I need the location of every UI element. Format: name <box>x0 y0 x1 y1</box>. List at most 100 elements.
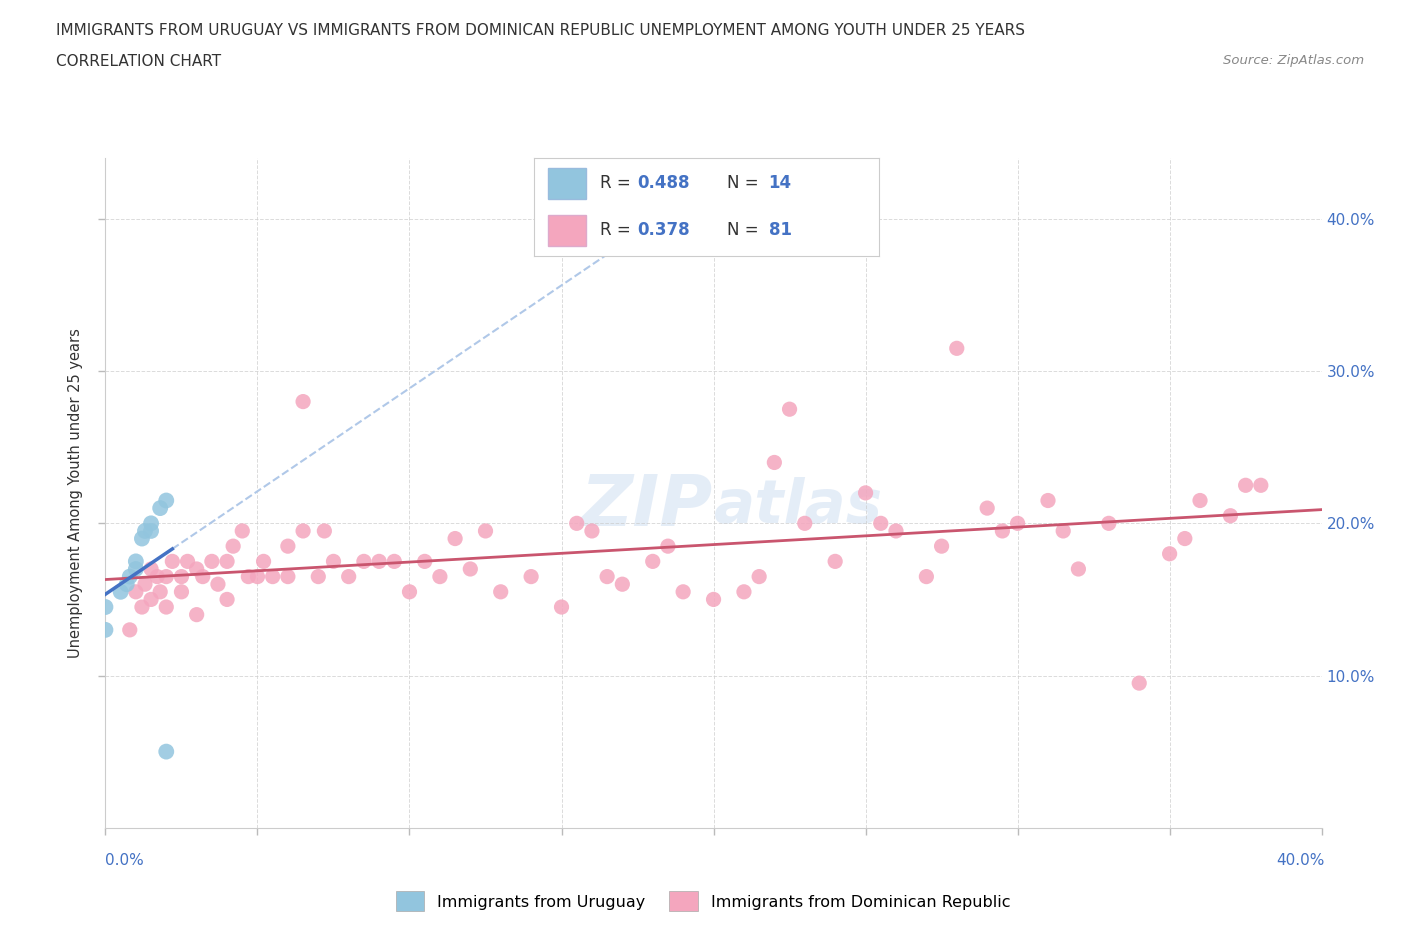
FancyBboxPatch shape <box>548 168 586 199</box>
Point <box>139 592 162 607</box>
Point <box>884 524 907 538</box>
Point <box>222 538 245 553</box>
Point <box>186 562 208 577</box>
Point <box>94 600 117 615</box>
Point <box>110 584 132 599</box>
Point <box>170 584 193 599</box>
Point <box>314 524 336 538</box>
Point <box>131 600 153 615</box>
Point <box>869 516 891 531</box>
Point <box>134 577 156 591</box>
Point <box>125 584 148 599</box>
Point <box>125 562 148 577</box>
Point <box>612 577 634 591</box>
Point <box>444 531 467 546</box>
Point <box>207 577 229 591</box>
Point <box>1067 562 1090 577</box>
Point <box>672 584 695 599</box>
Point <box>322 554 344 569</box>
Point <box>945 341 967 356</box>
FancyBboxPatch shape <box>548 215 586 246</box>
Point <box>252 554 274 569</box>
Point <box>155 744 177 759</box>
Point <box>292 524 315 538</box>
Point <box>146 569 169 584</box>
Text: 0.378: 0.378 <box>638 221 690 239</box>
Point <box>139 524 162 538</box>
Point <box>474 524 496 538</box>
Point <box>429 569 451 584</box>
Text: R =: R = <box>600 175 636 193</box>
Point <box>1188 493 1211 508</box>
Point <box>702 592 725 607</box>
Point <box>307 569 329 584</box>
Point <box>134 524 156 538</box>
Point <box>1219 509 1241 524</box>
Point <box>170 569 193 584</box>
Legend: Immigrants from Uruguay, Immigrants from Dominican Republic: Immigrants from Uruguay, Immigrants from… <box>389 885 1017 917</box>
Point <box>155 600 177 615</box>
Point <box>976 500 998 515</box>
Point <box>201 554 224 569</box>
Y-axis label: Unemployment Among Youth under 25 years: Unemployment Among Youth under 25 years <box>67 328 83 658</box>
Text: 14: 14 <box>769 175 792 193</box>
Point <box>118 622 141 637</box>
Point <box>489 584 512 599</box>
Point <box>657 538 679 553</box>
Point <box>353 554 375 569</box>
Point <box>520 569 543 584</box>
Point <box>162 554 184 569</box>
Point <box>246 569 269 584</box>
Point <box>155 569 177 584</box>
Point <box>149 584 172 599</box>
Point <box>1007 516 1029 531</box>
Point <box>596 569 619 584</box>
Text: 0.488: 0.488 <box>638 175 690 193</box>
Point <box>413 554 436 569</box>
Point <box>1174 531 1197 546</box>
Point <box>155 493 177 508</box>
Point <box>262 569 284 584</box>
Text: N =: N = <box>727 175 763 193</box>
Point <box>733 584 755 599</box>
Text: N =: N = <box>727 221 763 239</box>
Point <box>641 554 664 569</box>
Point <box>550 600 572 615</box>
Point <box>139 562 162 577</box>
Point <box>1098 516 1121 531</box>
Point <box>382 554 405 569</box>
Point <box>855 485 877 500</box>
Point <box>231 524 253 538</box>
Point <box>1234 478 1257 493</box>
Point <box>149 500 172 515</box>
Point <box>217 554 239 569</box>
Point <box>1159 546 1181 561</box>
Point <box>139 516 162 531</box>
Point <box>115 577 138 591</box>
Text: 81: 81 <box>769 221 792 239</box>
Point <box>748 569 770 584</box>
Point <box>368 554 391 569</box>
Point <box>186 607 208 622</box>
Text: atlas: atlas <box>713 477 883 536</box>
Point <box>931 538 953 553</box>
Point <box>1052 524 1074 538</box>
Point <box>217 592 239 607</box>
Point <box>191 569 214 584</box>
Point <box>1250 478 1272 493</box>
Point <box>824 554 846 569</box>
Point <box>398 584 420 599</box>
Point <box>125 554 148 569</box>
Point <box>779 402 801 417</box>
Text: Source: ZipAtlas.com: Source: ZipAtlas.com <box>1223 54 1364 67</box>
Point <box>176 554 198 569</box>
Text: ZIP: ZIP <box>581 472 713 540</box>
Point <box>277 569 299 584</box>
Text: 40.0%: 40.0% <box>1277 853 1324 868</box>
Point <box>763 455 786 470</box>
Point <box>991 524 1014 538</box>
Point <box>238 569 260 584</box>
Text: 0.0%: 0.0% <box>105 853 145 868</box>
Point <box>277 538 299 553</box>
Point <box>94 622 117 637</box>
